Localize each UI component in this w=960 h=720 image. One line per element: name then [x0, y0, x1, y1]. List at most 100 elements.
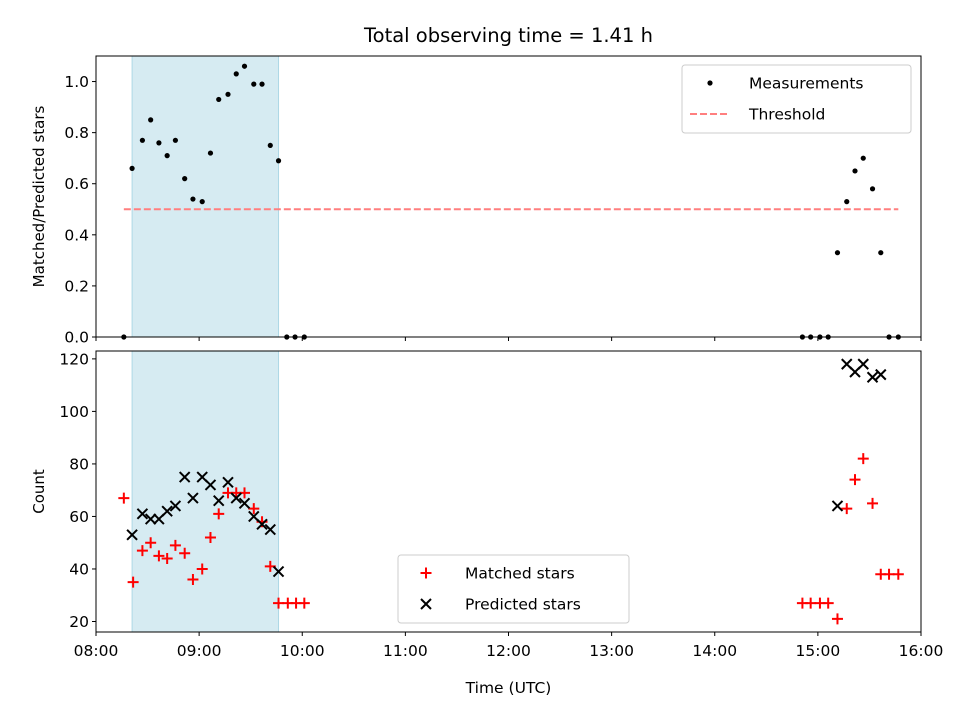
count-legend-swatch: [420, 567, 432, 579]
measurements-point: [233, 71, 239, 77]
measurements-point: [251, 81, 257, 87]
ratio-shaded-band: [131, 55, 280, 338]
matched-stars-point: [867, 497, 879, 509]
predicted-stars-point: [866, 371, 879, 383]
predicted-stars-point: [857, 358, 869, 370]
measurements-point: [834, 250, 841, 256]
measurements-point: [207, 150, 214, 156]
matched-stars-point: [127, 576, 139, 588]
measurements-point: [199, 199, 205, 205]
measurements-point: [844, 199, 850, 205]
matched-stars-point: [841, 503, 853, 515]
measurements-point: [275, 158, 282, 164]
measurements-point: [172, 137, 179, 143]
matched-stars-point: [161, 552, 173, 564]
predicted-stars-point: [126, 529, 138, 541]
matched-stars-point: [145, 537, 157, 549]
measurements-point: [164, 153, 170, 159]
measurements-point: [267, 142, 273, 149]
ratio-legend-label: Threshold: [748, 106, 825, 124]
matched-stars-point: [892, 568, 904, 580]
count-shaded-band: [131, 350, 280, 633]
x-tick-label: 10:00: [280, 642, 325, 660]
x-axis-label: Time (UTC): [465, 679, 552, 697]
predicted-stars-point: [169, 500, 182, 512]
predicted-stars-point: [264, 523, 276, 536]
measurements-point: [190, 196, 196, 202]
x-tick-label: 08:00: [74, 642, 119, 660]
matched-stars-point: [273, 597, 285, 609]
matched-stars-point: [849, 474, 861, 486]
matched-stars-point: [204, 531, 216, 543]
ratio-y-tick-label: 0.6: [64, 175, 89, 193]
measurements-point: [860, 155, 866, 161]
count-y-tick-label: 100: [59, 403, 89, 421]
ratio-marks: [121, 63, 901, 340]
count-y-axis-label: Count: [30, 469, 48, 514]
predicted-stars-point: [213, 494, 225, 507]
matched-stars-point: [831, 613, 843, 625]
x-tick-label: 09:00: [177, 642, 222, 660]
x-tick-label: 12:00: [486, 642, 531, 660]
count-y-tick-label: 60: [69, 508, 89, 526]
count-y-tick-label: 80: [69, 455, 89, 473]
predicted-stars-point: [222, 476, 234, 489]
count-axes: 20 40 60 80 100 120 08:00 09:00 10:00 11:00 12:00 1…: [30, 350, 943, 697]
matched-stars-point: [298, 597, 310, 609]
chart-title: Total observing time = 1.41 h: [363, 24, 653, 47]
ratio-y-tick-label: 0.8: [64, 124, 89, 142]
count-y-tick-label: 20: [69, 613, 89, 631]
count-legend-label: Predicted stars: [465, 596, 581, 614]
ratio-legend: Measurements Threshold: [681, 64, 912, 134]
x-tick-label: 14:00: [692, 642, 737, 660]
measurements-point: [216, 96, 222, 103]
measurements-point: [156, 140, 162, 146]
matched-stars-point: [179, 547, 191, 559]
matched-stars-point: [822, 597, 834, 609]
predicted-stars-point: [161, 505, 173, 517]
measurements-point: [148, 117, 154, 123]
measurements-point: [225, 91, 231, 97]
matched-stars-point: [153, 550, 165, 562]
measurements-point: [182, 176, 188, 182]
ratio-y-axis-label: Matched/Predicted stars: [30, 106, 48, 288]
count-ticks: 20 40 60 80 100 120 08:00 09:00 10:00 11:00 12:00 1…: [59, 350, 943, 660]
x-tick-label: 13:00: [589, 642, 634, 660]
predicted-stars-point: [875, 368, 887, 381]
ratio-legend-box: [681, 64, 912, 134]
predicted-stars-point: [238, 497, 251, 510]
matched-stars-point: [169, 539, 181, 551]
predicted-stars-point: [230, 492, 242, 504]
measurements-point: [139, 137, 146, 143]
matched-stars-point: [136, 545, 148, 557]
predicted-stars-point: [178, 471, 191, 483]
ratio-y-tick-label: 0.0: [64, 329, 89, 347]
count-y-tick-label: 40: [69, 560, 89, 578]
ratio-legend-swatch: [707, 80, 713, 86]
ratio-y-tick-label: 1.0: [64, 73, 89, 91]
x-tick-label: 16:00: [899, 642, 944, 660]
measurements-point: [241, 63, 248, 69]
predicted-stars-point: [136, 508, 149, 520]
ratio-legend-label: Measurements: [749, 75, 864, 93]
matched-stars-point: [213, 508, 225, 520]
predicted-stars-point: [256, 518, 268, 531]
measurements-point: [869, 186, 876, 192]
measurements-point: [878, 250, 884, 256]
ratio-y-tick-label: 0.2: [64, 277, 89, 295]
x-tick-label: 11:00: [383, 642, 428, 660]
x-tick-label: 15:00: [796, 642, 841, 660]
count-legend: Matched stars Predicted stars: [397, 554, 630, 624]
predicted-stars-point: [831, 500, 844, 512]
predicted-stars-point: [204, 479, 217, 491]
count-y-tick-label: 120: [59, 350, 89, 368]
matched-stars-point: [187, 573, 199, 585]
matched-stars-point: [196, 563, 208, 575]
ratio-ticks: 0.0 0.2 0.4 0.6 0.8 1.0: [64, 73, 922, 347]
predicted-stars-point: [144, 513, 157, 525]
matched-stars-point: [805, 597, 817, 609]
count-legend-label: Matched stars: [465, 565, 575, 583]
ratio-y-tick-label: 0.4: [64, 226, 89, 244]
predicted-stars-point: [187, 492, 199, 504]
